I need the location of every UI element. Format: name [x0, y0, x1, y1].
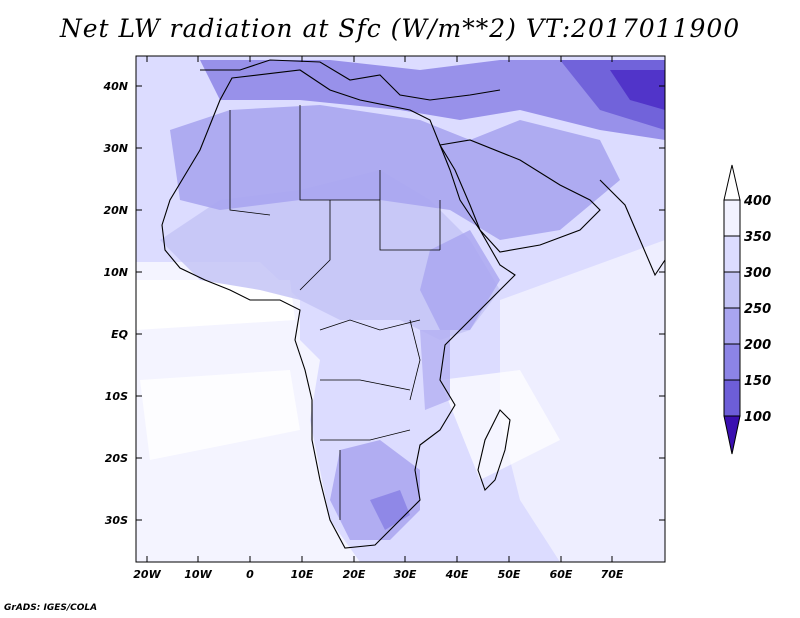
lat-label-20s: 20S — [105, 452, 128, 465]
coastlines — [161, 59, 665, 549]
lat-label-10s: 10S — [105, 390, 128, 403]
colorbar-bin-6 — [723, 379, 741, 417]
lat-label-eq: EQ — [111, 328, 128, 341]
colorbar-label-150: 150 — [744, 374, 771, 389]
radiation-field — [136, 56, 665, 562]
lon-label-10e: 10E — [291, 568, 314, 581]
lon-label-0: 0 — [246, 568, 254, 581]
grads-credit: GrADS: IGES/COLA — [4, 603, 98, 613]
country-borders — [229, 105, 441, 520]
colorbar-label-350: 350 — [744, 230, 771, 245]
colorbar-bin-5 — [723, 343, 741, 381]
colorbar-label-250: 250 — [744, 302, 771, 317]
lon-label-30e: 30E — [394, 568, 417, 581]
lon-label-50e: 50E — [498, 568, 521, 581]
lat-label-40n: 40N — [102, 80, 128, 93]
africa-coastline — [161, 69, 516, 549]
map-title: Net LW radiation at Sfc (W/m**2) VT:2017… — [59, 14, 741, 43]
lon-label-20e: 20E — [343, 568, 366, 581]
lat-label-20n: 20N — [103, 204, 128, 217]
lon-label-60e: 60E — [550, 568, 573, 581]
colorbar-bottom-arrow — [723, 415, 741, 455]
india-coastline — [599, 179, 665, 277]
map-frame — [135, 55, 666, 563]
colorbar-label-200: 200 — [744, 338, 771, 353]
colorbar-bin-1 — [723, 199, 741, 237]
lat-label-30s: 30S — [105, 514, 128, 527]
colorbar-top-arrow — [723, 164, 741, 201]
lon-label-40e: 40E — [445, 568, 469, 581]
colorbar-label-400: 400 — [743, 194, 771, 209]
colorbar-label-300: 300 — [744, 266, 771, 281]
colorbar-bin-3 — [723, 271, 741, 309]
lon-label-10w: 10W — [184, 568, 212, 581]
arabia-coastline — [439, 139, 601, 253]
europe-coastline — [200, 59, 501, 101]
axis-ticks — [136, 56, 665, 562]
colorbar-bin-4 — [723, 307, 741, 345]
lon-label-20w: 20W — [133, 568, 161, 581]
colorbar-label-100: 100 — [744, 410, 771, 425]
colorbar-bin-2 — [723, 235, 741, 273]
lat-label-30n: 30N — [103, 142, 128, 155]
lon-label-70e: 70E — [601, 568, 624, 581]
colorbar — [723, 164, 741, 455]
lat-label-10n: 10N — [103, 266, 128, 279]
madagascar-coastline — [477, 409, 511, 492]
